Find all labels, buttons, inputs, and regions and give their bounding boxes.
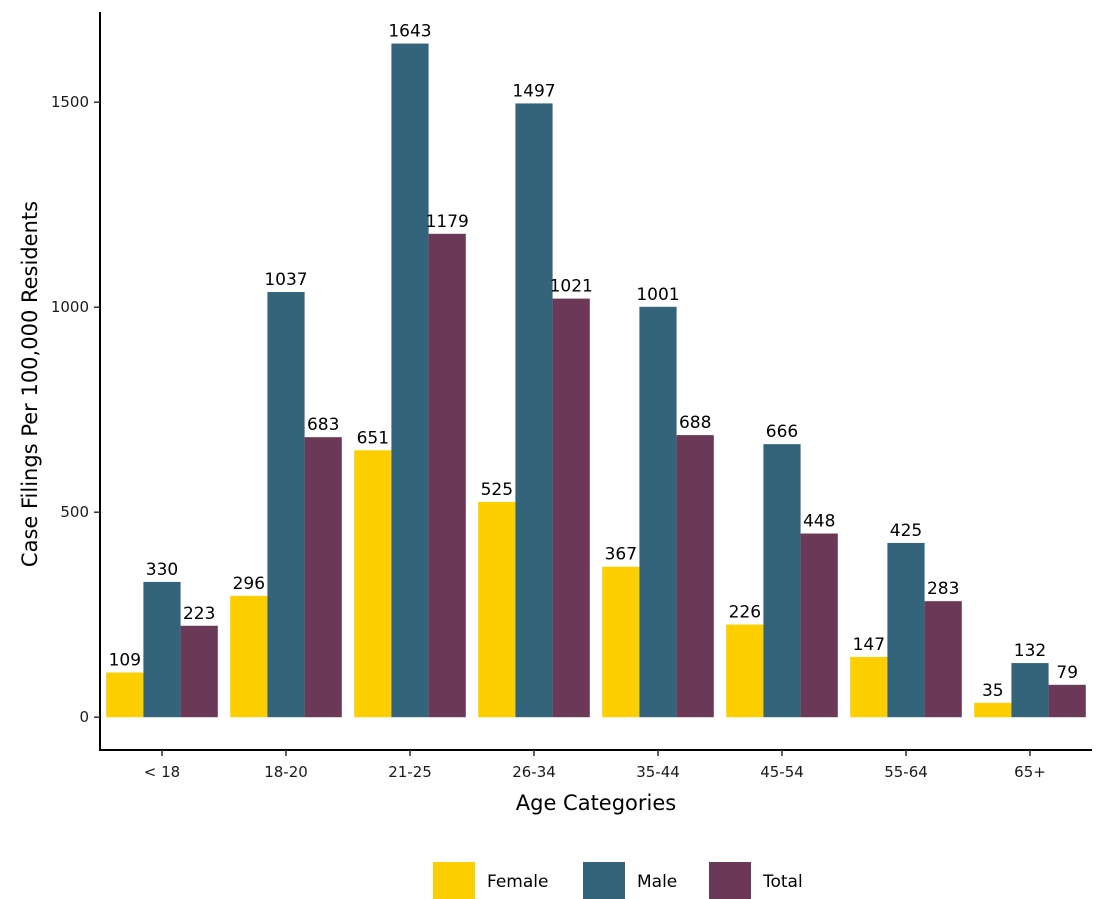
data-label-female-35-44: 367 bbox=[605, 545, 637, 565]
legend-swatch-female bbox=[433, 862, 475, 899]
bar-female-55-64 bbox=[850, 656, 888, 718]
x-ticks-layer: < 18 18-20 21-25 26-34 35-44 45-54 55-64 65+ bbox=[144, 750, 1046, 781]
bar-total-65 bbox=[1048, 684, 1086, 718]
data-label-male-26-34: 1497 bbox=[512, 81, 555, 101]
bar-total-55-64 bbox=[924, 601, 962, 718]
bar-female-18-20 bbox=[230, 595, 268, 718]
data-label-male-45-54: 666 bbox=[766, 422, 798, 442]
x-tick-label-18-20: 18-20 bbox=[264, 763, 308, 781]
data-label-total-35-44: 688 bbox=[679, 413, 711, 433]
data-label-male-18-20: 1037 bbox=[264, 270, 307, 290]
data-label-male-18: 330 bbox=[146, 560, 178, 580]
data-label-male-21-25: 1643 bbox=[388, 22, 431, 42]
x-tick-label-45-54: 45-54 bbox=[760, 763, 804, 781]
x-tick-label-26-34: 26-34 bbox=[512, 763, 556, 781]
bars-layer bbox=[106, 43, 1086, 718]
y-tick-label-1000: 1000 bbox=[51, 298, 89, 316]
data-label-female-55-64: 147 bbox=[853, 635, 885, 655]
bar-female-18 bbox=[106, 672, 144, 718]
legend-label-female: Female bbox=[487, 872, 548, 892]
bar-total-26-34 bbox=[552, 298, 590, 718]
data-label-total-21-25: 1179 bbox=[426, 212, 469, 232]
x-tick-label-55-64: 55-64 bbox=[884, 763, 928, 781]
bar-female-45-54 bbox=[726, 624, 764, 718]
legend-label-male: Male bbox=[637, 872, 677, 892]
x-tick-label-35-44: 35-44 bbox=[636, 763, 680, 781]
bar-total-18-20 bbox=[304, 437, 342, 718]
data-label-female-26-34: 525 bbox=[481, 480, 513, 500]
bar-male-21-25 bbox=[391, 43, 429, 718]
data-label-total-18-20: 683 bbox=[307, 415, 339, 435]
data-label-female-45-54: 226 bbox=[729, 603, 761, 623]
x-tick-label-18: < 18 bbox=[144, 763, 180, 781]
bar-female-26-34 bbox=[478, 501, 516, 718]
bar-total-18 bbox=[180, 625, 218, 718]
bar-male-18 bbox=[143, 581, 181, 718]
bar-male-55-64 bbox=[887, 542, 925, 718]
data-label-total-26-34: 1021 bbox=[550, 277, 593, 297]
legend: Female Male Total bbox=[433, 862, 803, 899]
x-tick-label-21-25: 21-25 bbox=[388, 763, 432, 781]
x-axis-title: Age Categories bbox=[516, 791, 676, 815]
bar-total-45-54 bbox=[800, 533, 838, 718]
axes-layer bbox=[99, 12, 1092, 751]
data-label-total-18: 223 bbox=[183, 604, 215, 624]
bar-female-21-25 bbox=[354, 450, 392, 718]
bar-male-35-44 bbox=[639, 306, 677, 718]
y-axis-title: Case Filings Per 100,000 Residents bbox=[18, 201, 42, 567]
data-label-female-18-20: 296 bbox=[233, 574, 265, 594]
data-labels-layer: 109 330 223 296 1037 683 651 1643 1179 525 1497 102… bbox=[109, 22, 1078, 701]
x-tick-label-65: 65+ bbox=[1014, 763, 1046, 781]
y-tick-label-1500: 1500 bbox=[51, 93, 89, 111]
data-label-male-65: 132 bbox=[1014, 641, 1046, 661]
legend-swatch-male bbox=[583, 862, 625, 899]
bar-male-45-54 bbox=[763, 444, 801, 718]
data-label-male-55-64: 425 bbox=[890, 521, 922, 541]
data-label-total-45-54: 448 bbox=[803, 512, 835, 532]
data-label-total-65: 79 bbox=[1056, 663, 1078, 683]
data-label-female-18: 109 bbox=[109, 651, 141, 671]
bar-male-26-34 bbox=[515, 103, 553, 718]
y-tick-label-500: 500 bbox=[60, 503, 89, 521]
bar-male-18-20 bbox=[267, 292, 305, 718]
bar-total-21-25 bbox=[428, 233, 466, 718]
y-ticks-layer: 0 500 1000 1500 bbox=[51, 93, 100, 726]
data-label-male-35-44: 1001 bbox=[636, 285, 679, 305]
legend-swatch-total bbox=[709, 862, 751, 899]
data-label-total-55-64: 283 bbox=[927, 579, 959, 599]
bar-female-65 bbox=[974, 702, 1012, 718]
data-label-female-65: 35 bbox=[982, 681, 1004, 701]
data-label-female-21-25: 651 bbox=[357, 428, 389, 448]
legend-label-total: Total bbox=[762, 872, 803, 892]
y-tick-label-0: 0 bbox=[79, 708, 89, 726]
bar-total-35-44 bbox=[676, 435, 714, 718]
bar-female-35-44 bbox=[602, 566, 640, 718]
bar-male-65 bbox=[1011, 663, 1049, 718]
